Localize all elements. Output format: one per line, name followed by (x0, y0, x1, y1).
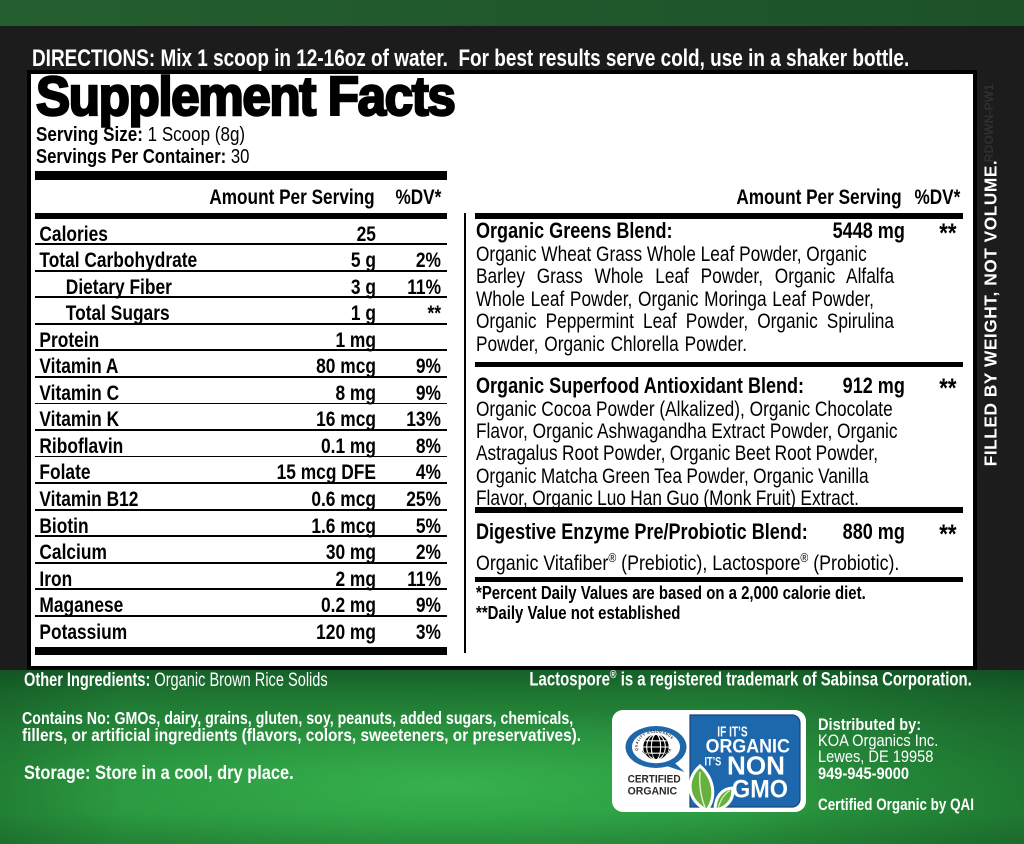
svg-text:GMO: GMO (732, 776, 788, 804)
svg-text:ORGANIC: ORGANIC (628, 786, 678, 798)
svg-text:ORGANIC: ORGANIC (706, 735, 790, 757)
svg-text:IT’S: IT’S (705, 755, 722, 769)
svg-text:NON: NON (727, 751, 785, 781)
svg-text:IF IT’S: IF IT’S (717, 725, 748, 741)
svg-text:CERTIFIED: CERTIFIED (628, 774, 681, 786)
